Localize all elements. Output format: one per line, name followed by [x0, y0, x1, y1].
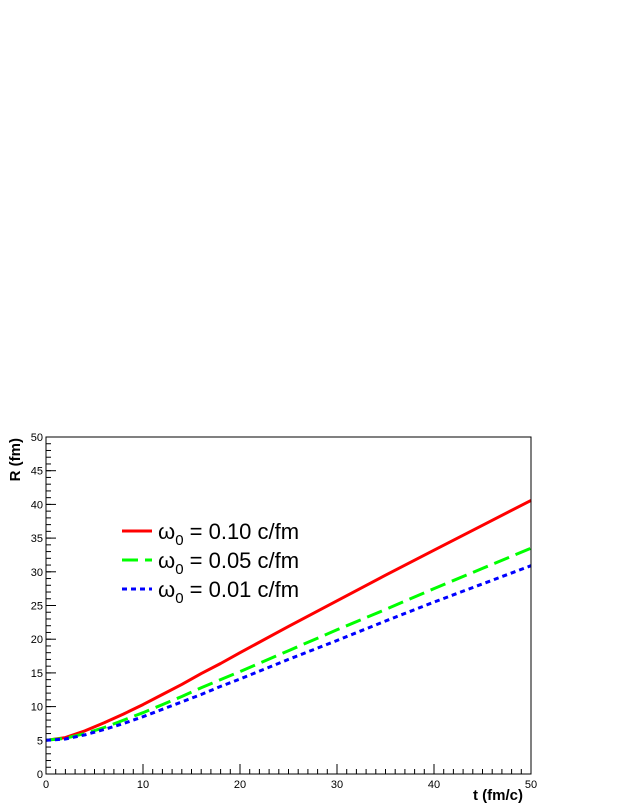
y-tick-label: 15 — [31, 668, 43, 680]
legend-label-1: ω0 = 0.10 c/fm — [158, 519, 299, 549]
y-tick-label: 10 — [31, 702, 43, 714]
series-line-2 — [45, 546, 532, 742]
y-axis-title: R (fm) — [7, 438, 24, 481]
x-tick-label: 10 — [137, 779, 149, 791]
plot-frame — [45, 436, 532, 775]
y-tick-labels: 0 5 10 15 20 25 30 35 40 45 50 — [31, 432, 43, 781]
x-tick-label: 20 — [234, 779, 246, 791]
series-layer — [45, 499, 532, 742]
series-line-3 — [45, 564, 532, 742]
legend-label-2: ω0 = 0.05 c/fm — [158, 548, 299, 578]
x-tick-label: 50 — [525, 779, 537, 791]
y-tick-label: 50 — [31, 432, 43, 444]
y-tick-label: 45 — [31, 466, 43, 478]
y-tick-label: 35 — [31, 533, 43, 545]
x-tick-labels: 0 10 20 30 40 50 — [43, 779, 537, 791]
x-axis-title: t (fm/c) — [473, 787, 523, 804]
y-tick-label: 5 — [37, 735, 43, 747]
legend-label-3: ω0 = 0.01 c/fm — [158, 577, 299, 607]
y-tick-label: 30 — [31, 567, 43, 579]
y-tick-label: 20 — [31, 634, 43, 646]
x-tick-label: 0 — [43, 779, 49, 791]
series-line-1 — [45, 499, 532, 742]
y-tick-label: 0 — [37, 769, 43, 781]
y-tick-label: 25 — [31, 601, 43, 613]
x-tick-label: 40 — [428, 779, 440, 791]
minor-ticks — [45, 436, 532, 775]
y-tick-label: 40 — [31, 499, 43, 511]
x-tick-label: 30 — [331, 779, 343, 791]
